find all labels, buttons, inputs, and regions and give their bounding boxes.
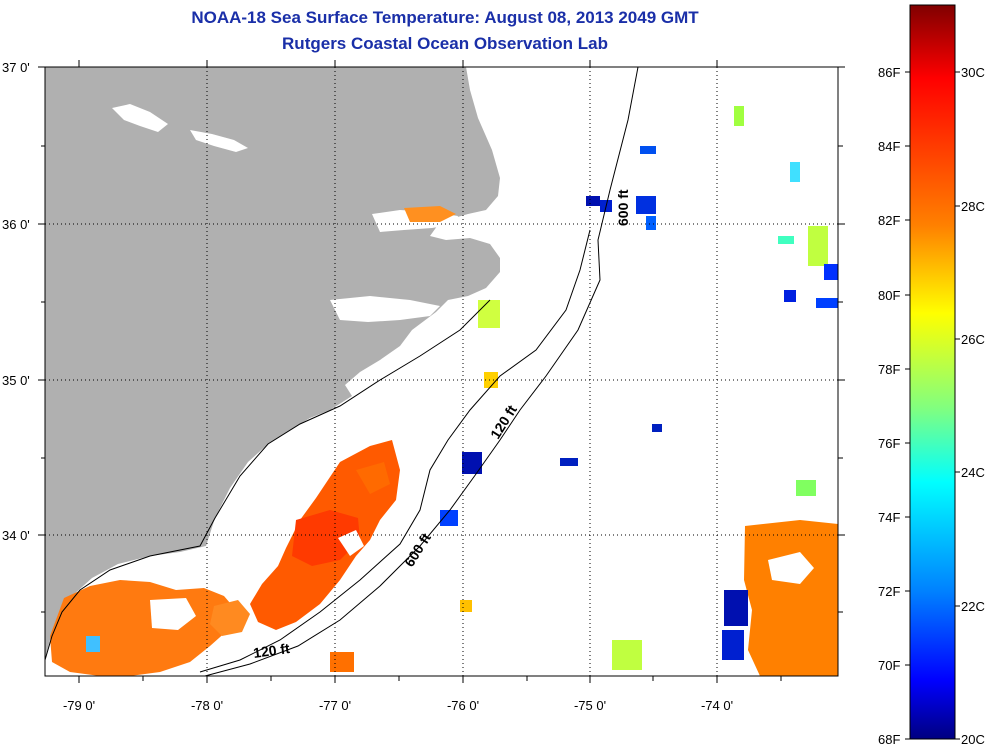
x-tick-label: -79 0' <box>63 698 95 713</box>
colorbar-label-c: 26C <box>961 332 985 347</box>
map-frame <box>44 66 839 677</box>
sst-scattered-pixels <box>86 106 838 672</box>
x-tick-label: -76 0' <box>447 698 479 713</box>
colorbar-label-f: 84F <box>878 139 900 154</box>
y-tick-label: 37 0' <box>2 60 30 75</box>
temperature-colorbar: 86F 84F 82F 80F 78F 76F 74F 72F 70F 68F … <box>878 4 985 747</box>
colorbar-label-c: 24C <box>961 465 985 480</box>
colorbar-label-c: 22C <box>961 599 985 614</box>
contour-120ft <box>199 229 591 673</box>
y-tick-label: 36 0' <box>2 217 30 232</box>
colorbar-label-f: 78F <box>878 362 900 377</box>
y-tick-label: 35 0' <box>2 373 30 388</box>
bathymetry-contours <box>45 67 639 676</box>
colorbar-label-f: 74F <box>878 510 900 525</box>
inland-lake-2 <box>190 130 248 152</box>
contour-600ft <box>204 67 639 676</box>
colorbar-label-c: 20C <box>961 732 985 747</box>
colorbar-label-f: 76F <box>878 436 900 451</box>
map-grid <box>45 67 838 676</box>
colorbar-label-c: 30C <box>961 65 985 80</box>
pamlico-river <box>330 296 440 322</box>
colorbar-label-f: 72F <box>878 584 900 599</box>
inland-lake-1 <box>112 104 168 132</box>
colorbar-label-f: 86F <box>878 65 900 80</box>
y-tick-label: 34 0' <box>2 528 30 543</box>
x-tick-label: -75 0' <box>574 698 606 713</box>
x-tick-label: -77 0' <box>319 698 351 713</box>
map-area <box>45 67 838 676</box>
x-tick-label: -74 0' <box>701 698 733 713</box>
depth-label-120ft: 120 ft <box>252 640 291 661</box>
map-subtitle: Rutgers Coastal Ocean Observation Lab <box>282 34 608 53</box>
colorbar-label-f: 68F <box>878 732 900 747</box>
coastline-outline <box>45 299 491 661</box>
colorbar-label-c: 28C <box>961 199 985 214</box>
depth-label-600ft: 600 ft <box>615 189 631 226</box>
x-tick-label: -78 0' <box>191 698 223 713</box>
axis-ticks <box>38 60 845 683</box>
colorbar-label-f: 82F <box>878 213 900 228</box>
colorbar-label-f: 80F <box>878 288 900 303</box>
map-title: NOAA-18 Sea Surface Temperature: August … <box>191 8 699 27</box>
colorbar-label-f: 70F <box>878 658 900 673</box>
